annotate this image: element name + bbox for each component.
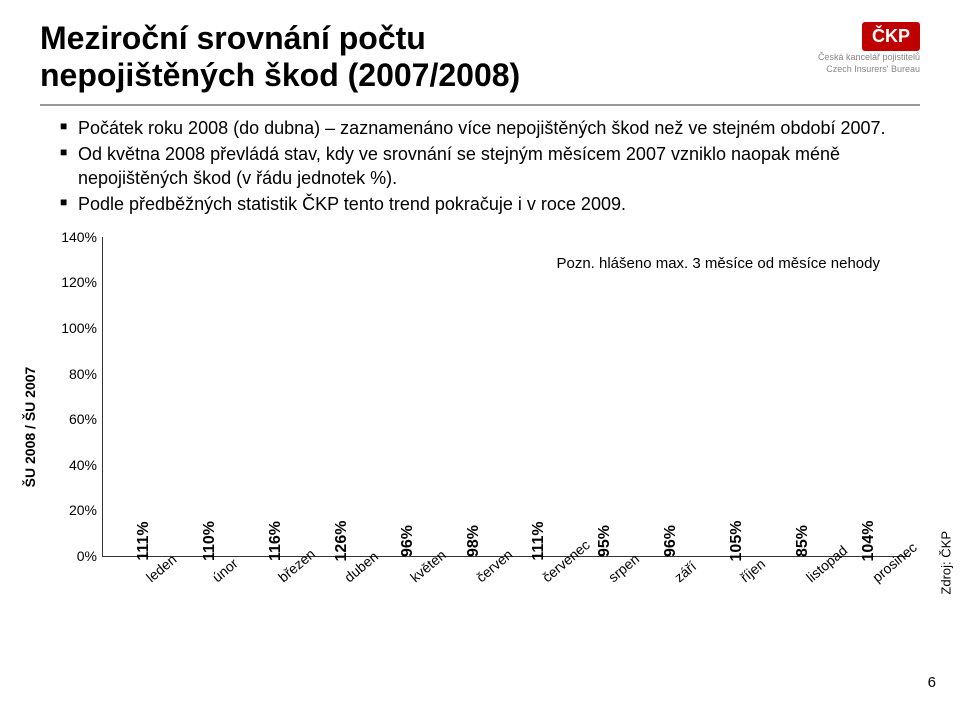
title-line-1: Meziroční srovnání počtu [40,20,426,56]
x-tick-label: září [644,567,698,627]
x-tick-label: červen [446,567,500,627]
x-tick-label: listopad [776,567,830,627]
y-tick-label: 20% [69,502,103,518]
y-tick-label: 0% [77,548,103,564]
bar-value-label: 110% [201,521,219,561]
bullet-item: Od května 2008 převládá stav, kdy ve sro… [60,142,920,191]
bar-value-label: 85% [794,525,812,557]
x-axis-labels: ledenúnorbřezendubenkvětenčervenčervenec… [102,567,910,627]
chart-note: Pozn. hlášeno max. 3 měsíce od měsíce ne… [556,255,880,272]
y-tick-label: 80% [69,366,103,382]
bar-value-label: 96% [399,525,417,557]
y-tick-label: 140% [61,229,103,245]
slide: Meziroční srovnání počtu nepojištěných š… [0,0,960,701]
y-tick-label: 100% [61,320,103,336]
y-axis-label: ŠU 2008 / ŠU 2007 [22,366,38,487]
chart: ŠU 2008 / ŠU 2007 111%110%116%126%96%98%… [40,227,920,627]
x-tick-label: květen [380,567,434,627]
bar-value-label: 96% [662,525,680,557]
x-tick-label: leden [116,567,170,627]
bar-value-label: 95% [596,525,614,557]
x-tick-label: prosinec [842,567,896,627]
bullet-list: Počátek roku 2008 (do dubna) – zaznamená… [40,116,920,217]
source-label: Zdroj: ČKP [939,531,954,595]
bullet-item: Podle předběžných statistik ČKP tento tr… [60,192,920,216]
plot-area: 111%110%116%126%96%98%111%95%96%105%85%1… [102,237,910,557]
logo-subtitle-2: Czech Insurers' Bureau [818,65,920,75]
bar-value-label: 111% [135,521,153,560]
logo-subtitle-1: Česká kancelář pojistitelů [818,53,920,63]
x-tick-label: srpen [578,567,632,627]
x-tick-label: červenec [512,567,566,627]
bar-value-label: 126% [333,520,351,561]
divider [40,104,920,106]
logo-badge: ČKP [862,22,920,51]
title-block: Meziroční srovnání počtu nepojištěných š… [40,20,520,100]
page-title: Meziroční srovnání počtu nepojištěných š… [40,20,520,94]
y-tick-label: 120% [61,274,103,290]
x-tick-label: březen [248,567,302,627]
bullet-item: Počátek roku 2008 (do dubna) – zaznamená… [60,116,920,140]
y-tick-label: 60% [69,411,103,427]
bar-value-label: 98% [465,525,483,557]
header-row: Meziroční srovnání počtu nepojištěných š… [40,20,920,100]
x-tick-label: duben [314,567,368,627]
bar-value-label: 105% [728,520,746,561]
page-number: 6 [928,674,936,691]
title-line-2: nepojištěných škod (2007/2008) [40,57,520,93]
bar-value-label: 116% [267,521,285,561]
logo: ČKP Česká kancelář pojistitelů Czech Ins… [818,22,920,75]
bar-value-label: 111% [530,521,548,560]
x-tick-label: únor [182,567,236,627]
x-tick-label: říjen [710,567,764,627]
bar-value-label: 104% [860,520,878,561]
bars-container: 111%110%116%126%96%98%111%95%96%105%85%1… [103,237,910,556]
y-tick-label: 40% [69,457,103,473]
